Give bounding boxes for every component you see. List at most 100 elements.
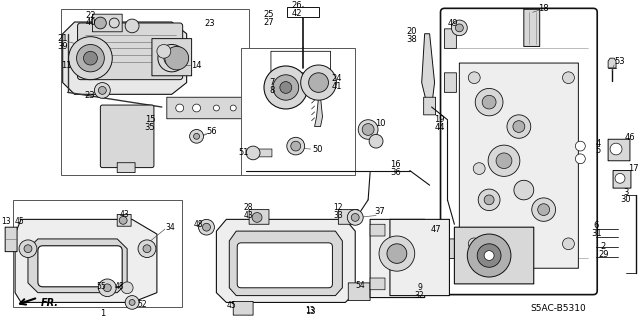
Circle shape	[478, 189, 500, 211]
Circle shape	[77, 44, 104, 72]
Text: FR.: FR.	[41, 298, 59, 308]
Circle shape	[273, 75, 299, 100]
Text: 21: 21	[58, 34, 68, 43]
Circle shape	[451, 20, 467, 36]
FancyBboxPatch shape	[167, 97, 246, 119]
Circle shape	[176, 104, 184, 112]
Text: 30: 30	[621, 195, 631, 204]
Text: 40: 40	[85, 19, 96, 27]
FancyBboxPatch shape	[370, 219, 425, 298]
Circle shape	[610, 143, 622, 155]
Polygon shape	[216, 219, 355, 302]
Text: 54: 54	[355, 281, 365, 290]
Text: 37: 37	[374, 207, 385, 216]
Circle shape	[484, 195, 494, 205]
Polygon shape	[608, 58, 616, 68]
Circle shape	[252, 212, 262, 222]
FancyBboxPatch shape	[524, 9, 540, 47]
Text: 23: 23	[84, 91, 95, 100]
Circle shape	[514, 180, 534, 200]
Text: 52: 52	[137, 300, 147, 309]
Circle shape	[202, 223, 211, 231]
Circle shape	[230, 105, 236, 111]
Circle shape	[193, 133, 200, 139]
Circle shape	[575, 154, 586, 164]
Circle shape	[379, 236, 415, 271]
FancyBboxPatch shape	[100, 105, 154, 167]
Text: 47: 47	[430, 225, 441, 234]
Text: 43: 43	[119, 210, 129, 219]
Text: 17: 17	[628, 164, 638, 173]
FancyBboxPatch shape	[233, 301, 253, 315]
FancyBboxPatch shape	[152, 39, 191, 76]
Text: 16: 16	[390, 160, 401, 169]
FancyBboxPatch shape	[77, 23, 182, 80]
Circle shape	[68, 37, 112, 80]
Text: 11: 11	[61, 61, 72, 70]
Circle shape	[362, 124, 374, 135]
Circle shape	[125, 296, 139, 309]
FancyBboxPatch shape	[445, 239, 456, 258]
Bar	[13, 200, 182, 307]
Circle shape	[476, 88, 503, 116]
FancyBboxPatch shape	[370, 224, 385, 236]
Polygon shape	[63, 22, 187, 94]
FancyBboxPatch shape	[608, 139, 630, 161]
Circle shape	[125, 19, 139, 33]
Text: 42: 42	[291, 9, 302, 18]
FancyBboxPatch shape	[445, 73, 456, 93]
Text: 19: 19	[435, 115, 445, 124]
Circle shape	[358, 120, 378, 139]
Circle shape	[103, 284, 111, 292]
Circle shape	[348, 210, 363, 225]
Circle shape	[143, 245, 151, 253]
Circle shape	[109, 18, 119, 28]
Text: 50: 50	[312, 145, 323, 153]
Circle shape	[496, 153, 512, 168]
Text: 28: 28	[243, 203, 253, 212]
FancyBboxPatch shape	[271, 51, 330, 73]
Text: 3: 3	[623, 188, 628, 197]
Circle shape	[95, 83, 110, 98]
FancyBboxPatch shape	[256, 149, 272, 157]
Circle shape	[538, 204, 550, 215]
Circle shape	[532, 198, 556, 221]
Circle shape	[615, 174, 625, 183]
Circle shape	[246, 146, 260, 160]
Circle shape	[158, 44, 186, 72]
Text: 5: 5	[596, 146, 601, 155]
Circle shape	[164, 50, 180, 66]
Circle shape	[213, 105, 220, 111]
Bar	[287, 7, 319, 17]
Circle shape	[351, 213, 359, 221]
Text: 46: 46	[625, 133, 636, 142]
Circle shape	[484, 251, 494, 260]
Circle shape	[99, 86, 106, 94]
Text: 41: 41	[331, 82, 342, 91]
Circle shape	[119, 217, 127, 224]
Text: 35: 35	[145, 123, 156, 132]
Text: 55: 55	[97, 282, 106, 291]
Circle shape	[24, 245, 32, 253]
Text: 44: 44	[435, 123, 445, 132]
FancyBboxPatch shape	[237, 243, 332, 288]
FancyBboxPatch shape	[460, 63, 579, 268]
Circle shape	[467, 234, 511, 277]
Circle shape	[157, 44, 171, 58]
Text: 53: 53	[614, 56, 625, 66]
FancyBboxPatch shape	[339, 210, 358, 224]
Text: 7: 7	[269, 78, 275, 87]
Text: 48: 48	[115, 282, 124, 291]
Text: 22: 22	[85, 11, 96, 20]
Text: 51: 51	[238, 148, 248, 158]
Bar	[241, 48, 355, 175]
Circle shape	[563, 238, 574, 250]
Text: 27: 27	[264, 18, 275, 26]
Text: 14: 14	[191, 61, 202, 70]
Text: 13: 13	[305, 307, 316, 316]
Circle shape	[308, 73, 328, 93]
Circle shape	[513, 121, 525, 132]
FancyBboxPatch shape	[424, 97, 436, 115]
FancyBboxPatch shape	[117, 214, 131, 226]
Text: 26: 26	[291, 1, 302, 10]
